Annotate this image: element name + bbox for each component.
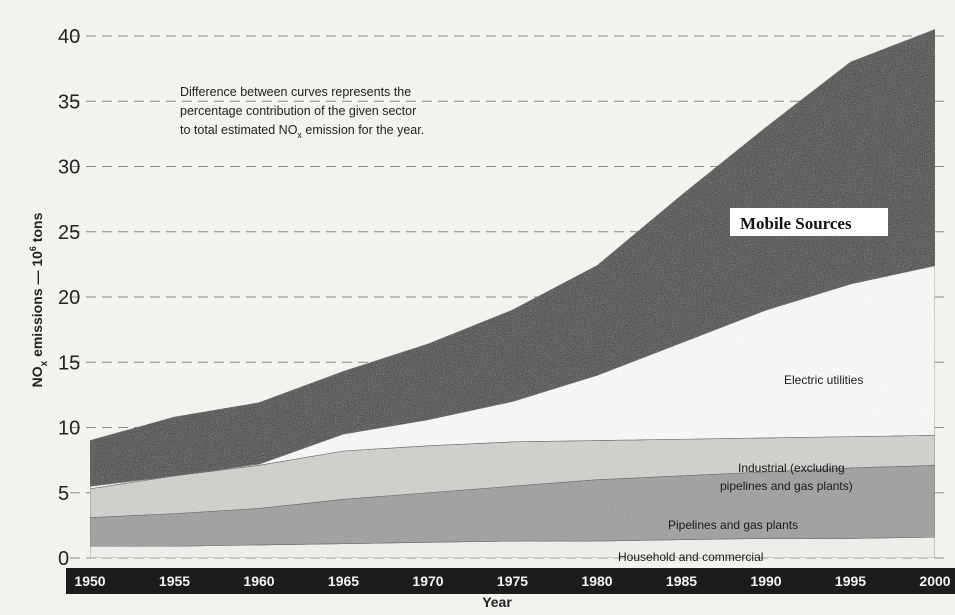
- annotation-line-3-a: to total estimated NO: [180, 123, 298, 137]
- mobile-sources-label-box: [730, 208, 888, 236]
- industrial-label-line-1: Industrial (excluding: [738, 461, 845, 475]
- x-tick-label-1980: 1980: [581, 573, 612, 589]
- y-axis-title-sub: x: [39, 360, 50, 366]
- area-layer: [89, 29, 936, 559]
- industrial-label-line-2: pipelines and gas plants): [720, 479, 853, 493]
- y-tick-label-30: 30: [58, 157, 80, 179]
- annotation-line-3-b: emission for the year.: [302, 123, 424, 137]
- y-tick-label-35: 35: [58, 91, 80, 113]
- x-tick-label-1975: 1975: [497, 573, 528, 589]
- x-tick-label-1950: 1950: [74, 573, 105, 589]
- y-axis-title-rest: emissions — 10: [29, 251, 45, 361]
- y-tick-label-20: 20: [58, 287, 80, 309]
- y-axis-title-no: NO: [29, 366, 45, 387]
- x-tick-label-1985: 1985: [666, 573, 697, 589]
- annotation-line-3-sub: x: [297, 130, 302, 140]
- electric-utilities-label: Electric utilities: [784, 373, 863, 387]
- x-tick-label-1995: 1995: [835, 573, 866, 589]
- y-axis-title: NOx emissions — 106 tons: [28, 212, 50, 387]
- y-tick-label-5: 5: [58, 483, 69, 505]
- y-axis-title-end: tons: [29, 212, 45, 246]
- x-axis-title: Year: [482, 594, 512, 610]
- annotation-line-1: Difference between curves represents the: [180, 85, 411, 99]
- annotation-line-3: to total estimated NOx emission for the …: [180, 123, 424, 140]
- x-axis-ticks: 1950 1955 1960 1965 1970 1975 1980 1985 1990 1995…: [74, 573, 950, 589]
- area-mobile-sources: [89, 29, 936, 487]
- x-tick-label-1970: 1970: [412, 573, 443, 589]
- y-tick-label-0: 0: [58, 548, 69, 570]
- y-tick-label-10: 10: [58, 418, 80, 440]
- x-tick-label-1960: 1960: [243, 573, 274, 589]
- y-axis-ticks: 0 5 10 15 20 25 30 35 40: [58, 26, 80, 570]
- household-label: Household and commercial: [618, 550, 763, 564]
- x-tick-label-1955: 1955: [159, 573, 190, 589]
- x-tick-label-1990: 1990: [750, 573, 781, 589]
- y-axis-title-sup: 6: [28, 246, 38, 251]
- x-axis-band: [66, 568, 955, 594]
- y-tick-label-15: 15: [58, 352, 80, 374]
- y-tick-label-40: 40: [58, 26, 80, 48]
- pipelines-label: Pipelines and gas plants: [668, 518, 798, 532]
- mobile-sources-label: Mobile Sources: [740, 214, 852, 233]
- x-tick-label-2000: 2000: [919, 573, 950, 589]
- annotation-line-2: percentage contribution of the given sec…: [180, 104, 416, 118]
- x-tick-label-1965: 1965: [328, 573, 359, 589]
- y-tick-label-25: 25: [58, 222, 80, 244]
